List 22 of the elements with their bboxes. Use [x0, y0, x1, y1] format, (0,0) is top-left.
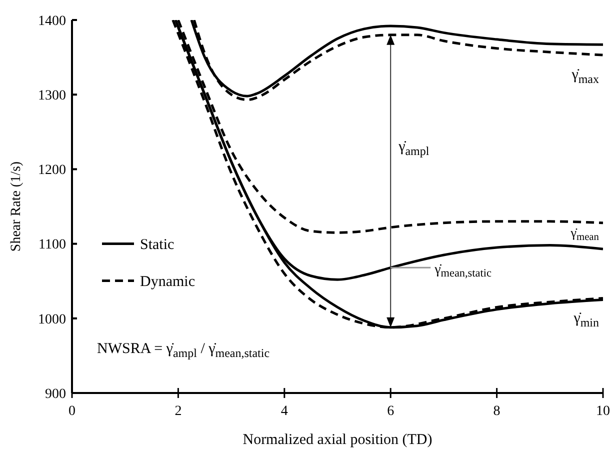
y-axis-title: Shear Rate (1/s) — [9, 161, 24, 252]
annotation: γ̇$_{mean}$ — [570, 224, 600, 243]
x-tick-label: 8 — [493, 404, 500, 419]
annotation: γ̇$_{max}$ — [570, 67, 599, 86]
x-tick-label: 4 — [280, 404, 288, 419]
x-tick-label: 10 — [596, 404, 610, 419]
y-tick-label: 1400 — [38, 14, 66, 29]
y-tick-label: 1300 — [38, 88, 66, 104]
annotation: γ̇$_{min}$ — [572, 310, 599, 329]
y-tick-label: 1000 — [38, 312, 66, 328]
legend-label: Dynamic — [140, 274, 196, 290]
annotation: NWSRA = γ̇$_{ampl}$ / γ̇$_{mean,static}$ — [97, 341, 270, 360]
x-tick-label: 2 — [174, 404, 182, 419]
x-tick-label: 0 — [68, 404, 76, 419]
legend-label: Static — [140, 237, 174, 254]
y-tick-label: 900 — [45, 386, 66, 402]
x-axis-title: Normalized axial position (TD) — [242, 432, 432, 448]
x-tick-label: 6 — [387, 404, 394, 419]
y-tick-label: 1200 — [38, 163, 66, 178]
annotation: γ̇$_{ampl}$ — [398, 139, 430, 158]
y-tick-label: 1100 — [38, 238, 66, 253]
annotation: γ̇$_{mean,static}$ — [434, 262, 492, 280]
